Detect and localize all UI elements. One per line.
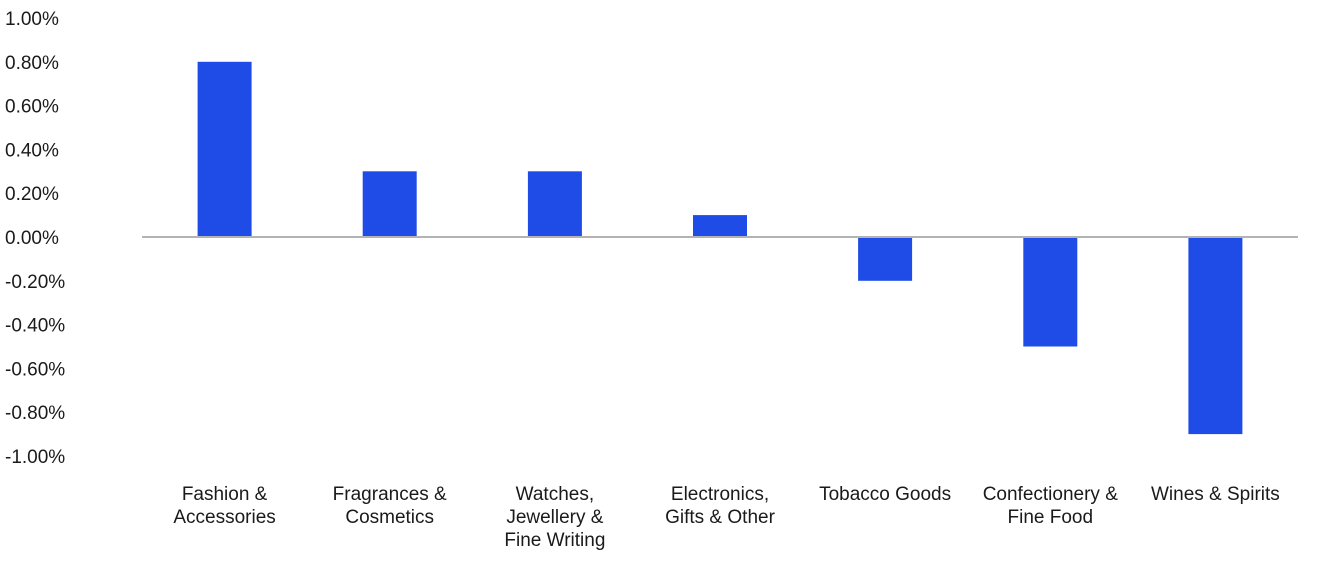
x-category-label-line: Fragrances & bbox=[333, 484, 447, 505]
x-category-label-line: Fashion & bbox=[182, 484, 268, 505]
x-category-label: Fragrances & Cosmetics bbox=[333, 484, 447, 528]
x-category-label-line: Cosmetics bbox=[345, 507, 434, 528]
x-category-label-line: Accessories bbox=[173, 507, 275, 528]
x-category-label-line: Gifts & Other bbox=[665, 507, 775, 528]
x-category-label-line: Tobacco Goods bbox=[819, 484, 951, 505]
bar bbox=[858, 237, 913, 281]
x-category-label-line: Confectionery & bbox=[983, 484, 1119, 505]
x-category-label-line: Wines & Spirits bbox=[1151, 484, 1280, 505]
x-category-label-line: Fine Food bbox=[1008, 507, 1094, 528]
y-tick-label: 1.00% bbox=[5, 9, 59, 30]
bar bbox=[1023, 237, 1078, 347]
y-tick-label: 0.20% bbox=[5, 184, 59, 205]
y-tick-label: -1.00% bbox=[5, 447, 65, 468]
bar bbox=[362, 171, 417, 237]
x-category-label: Confectionery & Fine Food bbox=[983, 484, 1119, 528]
x-category-label-line: Fine Writing bbox=[504, 530, 605, 551]
y-tick-label: 0.60% bbox=[5, 97, 59, 118]
x-category-label: Electronics, Gifts & Other bbox=[665, 484, 775, 528]
y-tick-label: 0.80% bbox=[5, 53, 59, 74]
x-category-label: Tobacco Goods bbox=[819, 484, 951, 505]
y-tick-label: -0.80% bbox=[5, 403, 65, 424]
y-tick-label: 0.00% bbox=[5, 228, 59, 249]
y-tick-label: -0.40% bbox=[5, 316, 65, 337]
y-tick-label: -0.20% bbox=[5, 272, 65, 293]
x-category-label-line: Jewellery & bbox=[506, 507, 603, 528]
bar bbox=[527, 171, 582, 237]
bar bbox=[197, 61, 252, 237]
x-category-label: Fashion & Accessories bbox=[173, 484, 275, 528]
y-tick-label: -0.60% bbox=[5, 359, 65, 380]
x-category-label: Watches, Jewellery & Fine Writing bbox=[504, 484, 605, 551]
y-axis-tick-labels: 1.00% 0.80% 0.60% 0.40% 0.20% 0.00% -0.20% -0.4… bbox=[5, 9, 65, 468]
x-category-label: Wines & Spirits bbox=[1151, 484, 1280, 505]
y-tick-label: 0.40% bbox=[5, 140, 59, 161]
bar bbox=[693, 215, 747, 237]
x-category-label-line: Watches, bbox=[516, 484, 595, 505]
x-axis-category-labels: Fashion & Accessories Fragrances & Cosmetic… bbox=[173, 484, 1279, 551]
bars bbox=[197, 61, 1243, 435]
x-category-label-line: Electronics, bbox=[671, 484, 769, 505]
bar bbox=[1188, 237, 1243, 435]
